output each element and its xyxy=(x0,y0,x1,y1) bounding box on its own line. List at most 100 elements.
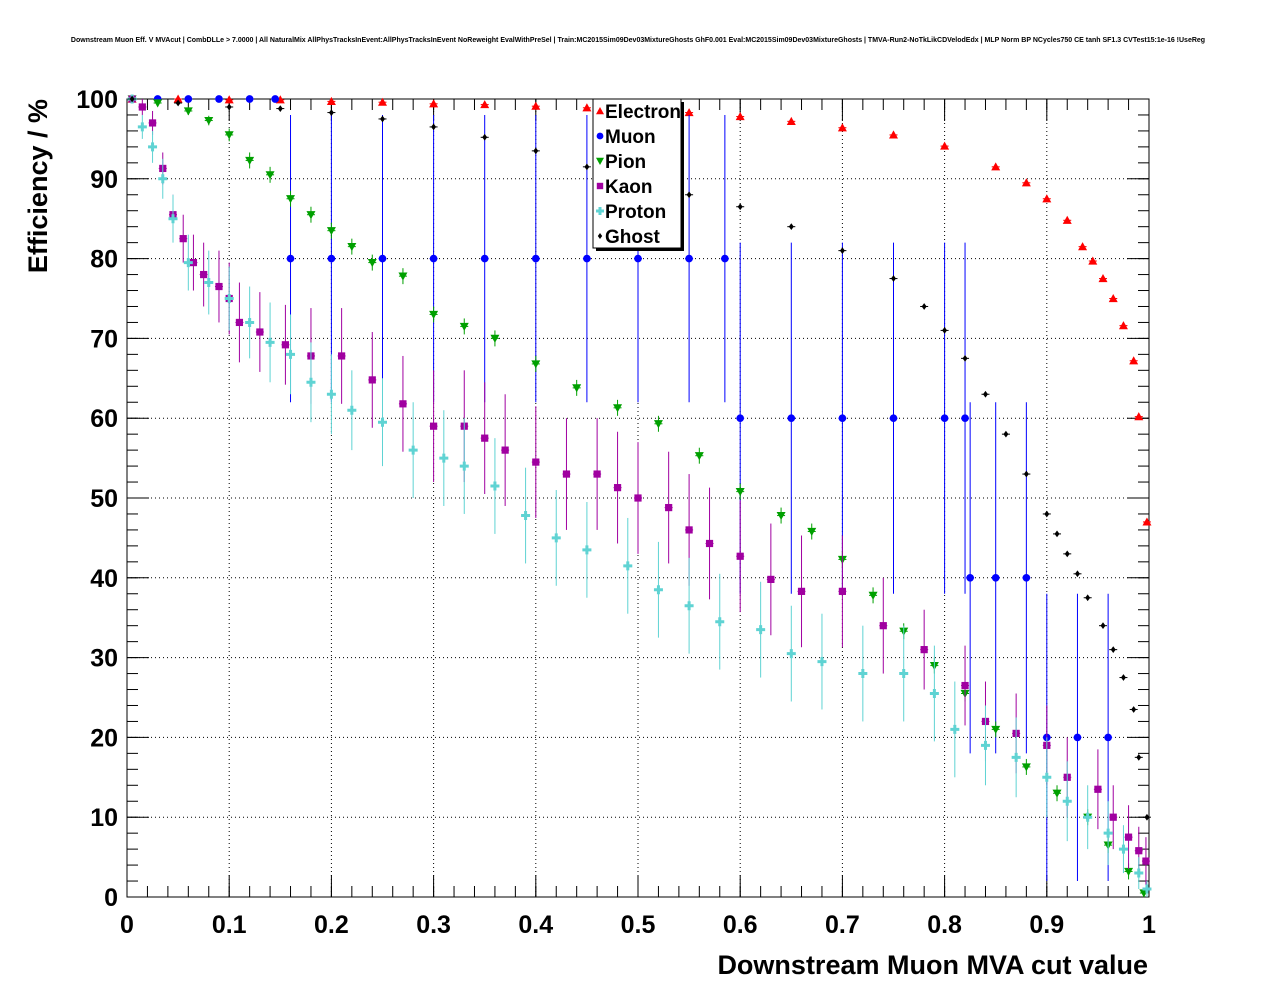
y-tick-label: 100 xyxy=(76,86,118,114)
data-point xyxy=(326,227,336,236)
data-point xyxy=(961,681,969,690)
data-point xyxy=(1078,242,1088,251)
data-point xyxy=(1124,833,1133,841)
data-point xyxy=(551,533,561,543)
data-point xyxy=(168,214,178,224)
data-point xyxy=(399,400,407,408)
data-point xyxy=(1085,594,1091,602)
data-point xyxy=(482,133,488,141)
data-point xyxy=(962,354,968,362)
x-tick-label: 0.1 xyxy=(212,911,247,939)
data-point xyxy=(1052,789,1062,798)
data-point xyxy=(838,414,847,423)
data-point xyxy=(1100,622,1106,630)
data-point xyxy=(991,573,1000,582)
data-point xyxy=(1142,517,1152,526)
data-point xyxy=(179,235,187,243)
data-point xyxy=(1129,356,1139,365)
data-point xyxy=(215,95,223,103)
data-point xyxy=(286,254,295,263)
data-point xyxy=(328,109,334,116)
legend-label-muon: Muon xyxy=(605,127,656,148)
data-point xyxy=(929,689,939,699)
data-point xyxy=(204,116,214,126)
y-tick-label: 0 xyxy=(104,884,118,912)
data-point xyxy=(245,95,254,103)
legend-label-electron: Electron xyxy=(605,102,681,123)
data-point xyxy=(430,422,438,430)
data-point xyxy=(380,115,385,123)
data-point xyxy=(1088,256,1098,265)
data-point xyxy=(1124,867,1134,876)
data-point xyxy=(175,99,181,107)
data-point xyxy=(584,163,590,171)
data-point xyxy=(756,625,766,635)
y-tick-label: 10 xyxy=(90,804,118,832)
data-point xyxy=(787,414,796,423)
data-point xyxy=(1134,868,1144,878)
data-point xyxy=(634,254,642,263)
x-tick-label: 0.8 xyxy=(927,911,962,939)
x-tick-label: 0.6 xyxy=(723,911,758,939)
data-point xyxy=(788,223,794,231)
data-point xyxy=(480,100,490,109)
data-point xyxy=(281,341,290,349)
data-point xyxy=(215,282,223,291)
y-tick-label: 50 xyxy=(90,485,118,513)
data-point xyxy=(582,545,592,555)
data-point xyxy=(1108,294,1118,303)
data-point xyxy=(235,318,244,327)
data-point xyxy=(1062,796,1072,806)
data-point xyxy=(306,377,316,387)
data-point xyxy=(1120,674,1126,681)
data-point xyxy=(1135,847,1143,855)
legend-marker-electron xyxy=(596,107,604,115)
data-point xyxy=(966,573,974,582)
data-point xyxy=(533,147,539,155)
data-point xyxy=(1104,733,1112,742)
data-point xyxy=(776,511,786,521)
data-point xyxy=(838,587,846,595)
data-point xyxy=(961,414,969,423)
data-point xyxy=(347,243,357,252)
data-point xyxy=(1021,763,1031,772)
data-point xyxy=(1094,785,1102,793)
legend-marker-muon xyxy=(596,132,604,140)
data-point xyxy=(490,334,500,343)
data-point xyxy=(786,116,796,125)
legend-label-kaon: Kaon xyxy=(605,177,653,198)
data-point xyxy=(531,254,540,263)
data-point xyxy=(653,585,663,595)
data-point xyxy=(1136,753,1142,761)
data-point xyxy=(572,384,582,393)
data-point xyxy=(665,503,673,512)
data-point xyxy=(245,317,255,327)
data-point xyxy=(920,646,928,654)
data-point xyxy=(153,99,163,108)
legend-label-pion: Pion xyxy=(605,152,646,173)
y-axis-title: Efficiency / % xyxy=(23,99,53,273)
data-point xyxy=(767,575,775,583)
data-point xyxy=(1109,813,1117,821)
data-point xyxy=(715,617,725,627)
y-tick-label: 20 xyxy=(90,724,118,752)
data-point xyxy=(1023,470,1029,478)
data-point xyxy=(480,254,489,263)
data-point xyxy=(684,108,694,117)
data-point xyxy=(1042,772,1052,782)
data-point xyxy=(705,539,714,548)
data-point xyxy=(137,122,147,132)
data-point xyxy=(429,99,439,108)
data-point xyxy=(501,446,509,454)
y-tick-label: 70 xyxy=(90,325,118,353)
x-axis-title: Downstream Muon MVA cut value xyxy=(717,950,1148,980)
legend-marker-ghost xyxy=(597,233,603,239)
x-tick-label: 0.4 xyxy=(518,911,553,939)
data-point xyxy=(694,452,704,461)
data-point xyxy=(265,171,275,180)
legend-marker-pion xyxy=(596,157,604,165)
data-point xyxy=(837,123,847,132)
data-point xyxy=(367,258,377,268)
data-point xyxy=(200,270,208,279)
data-point xyxy=(138,103,146,111)
